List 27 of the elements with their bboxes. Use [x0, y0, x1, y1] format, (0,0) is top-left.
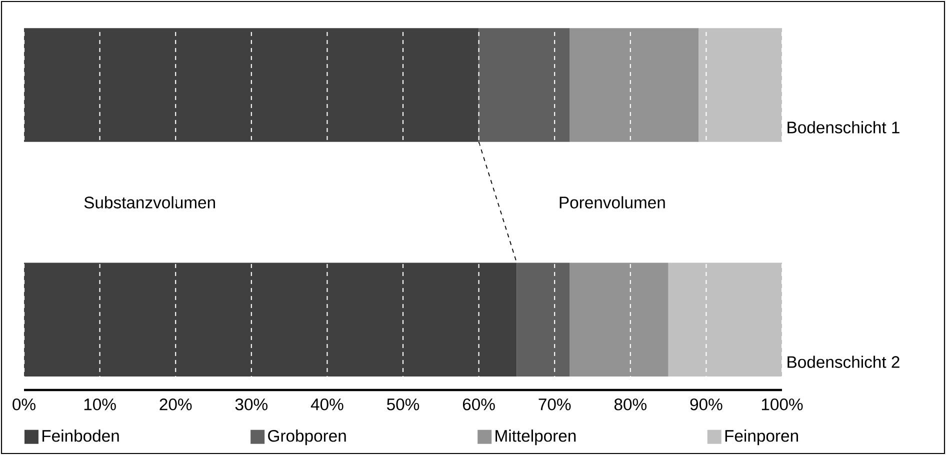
y-tick-label: Bodenschicht 1 — [788, 121, 900, 134]
bar — [24, 262, 517, 377]
bar — [478, 28, 570, 142]
x-tick-label: 90% — [690, 398, 722, 410]
annotation: Porenvolumen — [560, 196, 665, 208]
legend-label: Mittelporen — [496, 430, 576, 446]
x-tick-label: 50% — [386, 398, 420, 410]
x-tick-label: 100% — [762, 398, 803, 410]
bar — [570, 262, 668, 377]
annotation: Substanzvolumen — [84, 196, 215, 208]
x-tick-label: 20% — [160, 398, 192, 410]
legend-label: Grobporen — [268, 430, 346, 446]
legend-label: Feinporen — [725, 430, 798, 446]
x-tick-label: 80% — [614, 398, 646, 410]
x-tick-label: 70% — [538, 398, 571, 410]
x-tick-label: 10% — [84, 398, 116, 410]
y-tick-label: Bodenschicht 2 — [788, 356, 900, 368]
x-tick-label: 40% — [310, 398, 344, 410]
bar — [668, 262, 782, 377]
bar — [24, 28, 479, 142]
x-tick-label: 30% — [235, 398, 268, 410]
legend-label: Feinboden — [42, 430, 119, 442]
bar — [570, 28, 699, 142]
x-tick-label: 60% — [462, 398, 495, 410]
x-tick-label: 0% — [12, 398, 36, 410]
bar — [516, 262, 570, 377]
bar — [698, 28, 782, 142]
